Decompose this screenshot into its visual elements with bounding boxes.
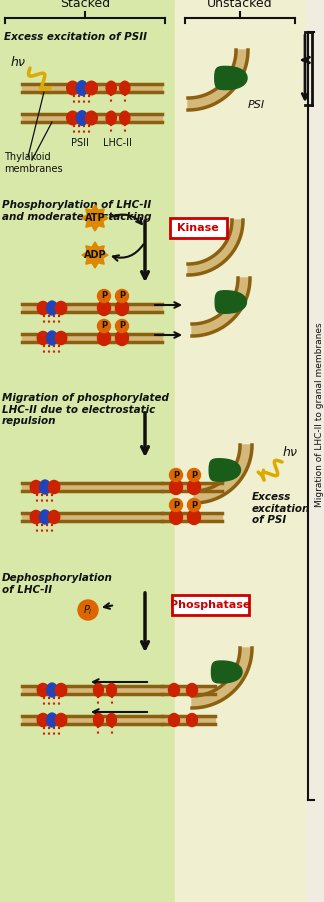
Ellipse shape (169, 510, 182, 524)
Ellipse shape (47, 683, 57, 697)
Ellipse shape (55, 331, 67, 345)
Ellipse shape (98, 300, 110, 316)
Ellipse shape (106, 111, 116, 124)
Ellipse shape (30, 481, 42, 493)
Ellipse shape (47, 301, 57, 315)
Polygon shape (188, 50, 248, 110)
Ellipse shape (30, 511, 42, 523)
Ellipse shape (168, 713, 179, 726)
Ellipse shape (120, 81, 130, 95)
Ellipse shape (188, 510, 201, 524)
Ellipse shape (48, 481, 60, 493)
Ellipse shape (94, 713, 103, 726)
Polygon shape (82, 205, 108, 231)
Ellipse shape (47, 713, 57, 727)
Text: Migration of LHC-II to granal membranes: Migration of LHC-II to granal membranes (316, 323, 324, 507)
Bar (175, 0, 305, 902)
Ellipse shape (76, 81, 87, 96)
Polygon shape (215, 67, 247, 89)
Polygon shape (194, 445, 252, 503)
Ellipse shape (37, 713, 49, 726)
Text: P: P (119, 321, 125, 330)
Ellipse shape (120, 111, 130, 124)
Ellipse shape (86, 81, 97, 95)
Text: Unstacked: Unstacked (207, 0, 273, 10)
Text: P: P (191, 501, 197, 510)
Ellipse shape (86, 111, 97, 124)
Ellipse shape (55, 301, 67, 315)
Circle shape (98, 290, 110, 302)
Ellipse shape (47, 331, 57, 345)
Text: Phosphorylation of LHC-II
and moderate unstacking: Phosphorylation of LHC-II and moderate u… (2, 200, 152, 222)
Ellipse shape (115, 330, 129, 345)
Ellipse shape (67, 111, 79, 124)
Ellipse shape (55, 713, 67, 726)
Ellipse shape (169, 480, 182, 494)
Polygon shape (212, 661, 242, 683)
Text: $P_i$: $P_i$ (83, 603, 93, 617)
Ellipse shape (107, 713, 117, 726)
Text: Stacked: Stacked (60, 0, 110, 10)
Text: Migration of phosphorylated
LHC-II due to electrostatic
repulsion: Migration of phosphorylated LHC-II due t… (2, 393, 169, 427)
Text: P: P (101, 321, 107, 330)
Text: PSI: PSI (248, 100, 265, 110)
Polygon shape (215, 290, 247, 313)
Circle shape (78, 600, 98, 620)
Polygon shape (192, 648, 252, 708)
Polygon shape (192, 278, 250, 336)
FancyBboxPatch shape (171, 595, 249, 615)
Circle shape (115, 290, 129, 302)
Text: Kinase: Kinase (177, 223, 219, 233)
Ellipse shape (37, 331, 49, 345)
Ellipse shape (188, 480, 201, 494)
Text: $h\nu$: $h\nu$ (10, 55, 26, 69)
Circle shape (169, 499, 182, 511)
Ellipse shape (40, 480, 50, 494)
Circle shape (188, 499, 201, 511)
Circle shape (98, 319, 110, 333)
Polygon shape (188, 220, 243, 275)
Text: ATP: ATP (85, 213, 105, 223)
Polygon shape (209, 459, 240, 482)
Polygon shape (82, 242, 108, 268)
Ellipse shape (115, 300, 129, 316)
Text: P: P (173, 501, 179, 510)
Circle shape (188, 468, 201, 482)
Ellipse shape (55, 684, 67, 696)
FancyBboxPatch shape (169, 218, 226, 238)
Text: Phosphatase: Phosphatase (170, 600, 250, 610)
Ellipse shape (187, 684, 198, 696)
Text: $h\nu$: $h\nu$ (282, 445, 298, 459)
Ellipse shape (106, 81, 116, 95)
Ellipse shape (94, 684, 103, 696)
Ellipse shape (187, 713, 198, 726)
Text: Dephosphorylation
of LHC-II: Dephosphorylation of LHC-II (2, 573, 113, 594)
Bar (0, 0, 175, 902)
Text: Thylakoid
membranes: Thylakoid membranes (4, 152, 63, 173)
Text: P: P (101, 291, 107, 300)
Text: P: P (173, 471, 179, 480)
Text: P: P (119, 291, 125, 300)
Ellipse shape (67, 81, 79, 95)
Ellipse shape (168, 684, 179, 696)
Circle shape (115, 319, 129, 333)
Ellipse shape (40, 510, 50, 524)
Text: Excess excitation of PSII: Excess excitation of PSII (4, 32, 147, 42)
Text: ADP: ADP (84, 250, 106, 260)
Text: P: P (191, 471, 197, 480)
Text: Excess
excitation
of PSI: Excess excitation of PSI (252, 492, 310, 525)
Ellipse shape (48, 511, 60, 523)
Ellipse shape (76, 111, 87, 125)
Ellipse shape (98, 330, 110, 345)
Text: PSII: PSII (71, 138, 89, 148)
Ellipse shape (37, 684, 49, 696)
Ellipse shape (107, 684, 117, 696)
Ellipse shape (37, 301, 49, 315)
Circle shape (169, 468, 182, 482)
Text: LHC-II: LHC-II (103, 138, 132, 148)
